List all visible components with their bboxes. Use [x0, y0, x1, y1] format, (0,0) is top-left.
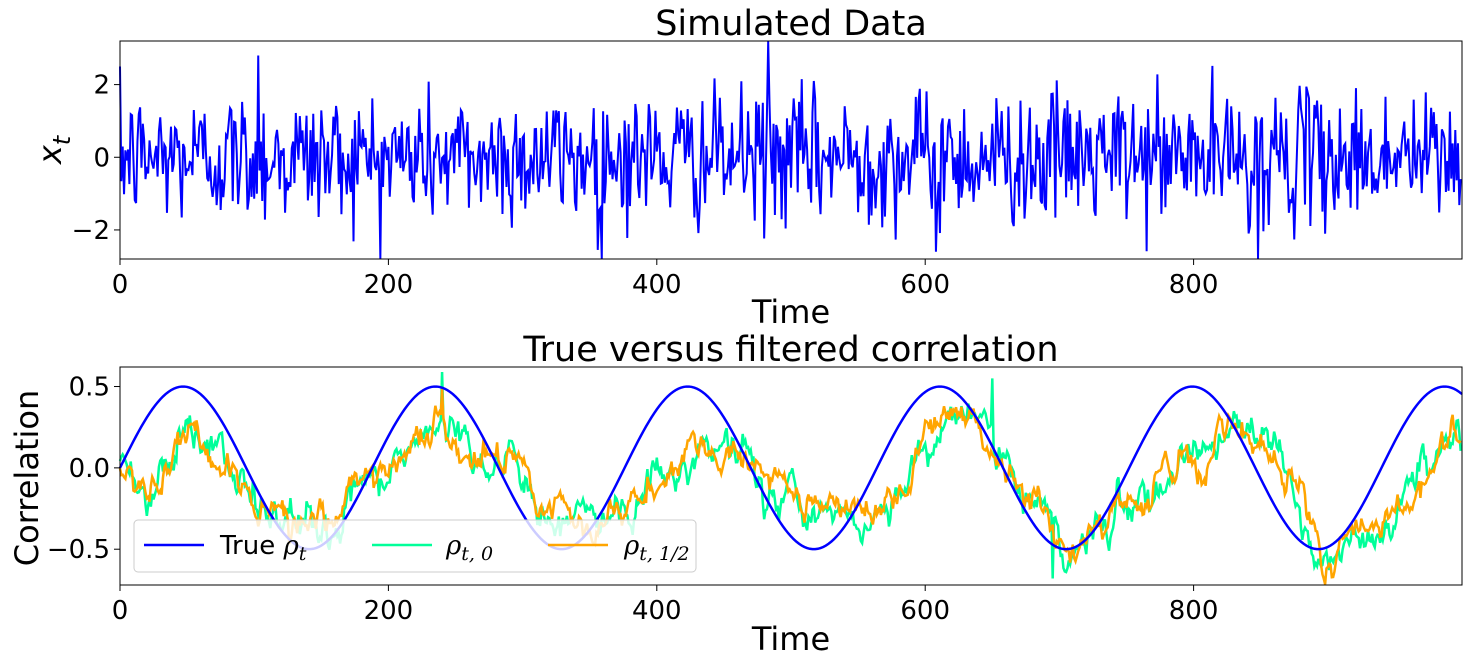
chart-1-axes-frame: [119, 40, 1463, 260]
chart-1-y-label-main: x: [31, 144, 69, 165]
chart-2-x-axis-label: Time: [751, 620, 830, 658]
legend-label-rho-t0-sub: t, 0: [461, 543, 493, 565]
chart-2-y-axis-label: Correlation: [8, 390, 46, 566]
svg-text:ρt, 0: ρt, 0: [445, 531, 493, 565]
y-tick-label: 2: [93, 71, 110, 101]
legend-label-rho-t-half-math: ρ: [623, 531, 640, 561]
chart-1-series: [119, 40, 1462, 260]
chart-1-y-axis-label: xt: [31, 134, 76, 165]
legend-label-rho-t0-math: ρ: [445, 531, 462, 561]
chart-correlation: True versus filtered correlation 0 200 400…: [8, 330, 1463, 658]
x-tick-label: 200: [364, 270, 414, 300]
legend-label-true-prefix: True: [219, 531, 284, 561]
chart-2-legend: True ρt ρt, 0 ρt, 1/2: [133, 519, 697, 573]
x-tick-label: 0: [112, 270, 129, 300]
x-tick-label: 600: [900, 596, 950, 626]
chart-2-y-ticks: −0.5 0.0 0.5: [47, 373, 120, 565]
chart-2-axes-frame: [119, 366, 1463, 586]
series-line-x-t: [119, 40, 1462, 260]
x-tick-label: 400: [632, 596, 682, 626]
chart-2-x-ticks: 0 200 400 600 800: [112, 585, 1219, 626]
chart-1-x-ticks: 0 200 400 600 800: [112, 259, 1219, 300]
svg-text:ρt, 1/2: ρt, 1/2: [623, 531, 690, 565]
chart-1-y-ticks: −2 0 2: [72, 71, 120, 246]
x-tick-label: 400: [632, 270, 682, 300]
chart-2-title: True versus filtered correlation: [522, 330, 1058, 370]
x-tick-label: 800: [1169, 270, 1219, 300]
legend-label-true-sub: t: [299, 543, 307, 565]
x-tick-label: 0: [112, 596, 129, 626]
y-tick-label: −0.5: [47, 535, 110, 565]
legend-item-true-rho: True ρt: [144, 531, 307, 565]
y-tick-label: 0: [93, 143, 110, 173]
x-tick-label: 600: [900, 270, 950, 300]
chart-1-y-label-sub: t: [48, 134, 76, 145]
legend-label-rho-t-half-sub: t, 1/2: [639, 543, 689, 565]
svg-text:True ρt: True ρt: [219, 531, 307, 565]
y-tick-label: 0.0: [69, 454, 110, 484]
y-tick-label: 0.5: [69, 373, 110, 403]
legend-label-true-math: ρ: [283, 531, 300, 561]
chart-1-title: Simulated Data: [655, 4, 927, 44]
legend-item-rho-t0: ρt, 0: [372, 531, 493, 565]
y-tick-label: −2: [72, 216, 110, 246]
x-tick-label: 800: [1169, 596, 1219, 626]
legend-item-rho-t-half: ρt, 1/2: [548, 531, 690, 565]
svg-text:xt: xt: [31, 134, 76, 165]
chart-1-x-axis-label: Time: [751, 293, 830, 331]
chart-simulated-data: Simulated Data 0 200 400 600 800 −202 Time x…: [31, 4, 1463, 331]
x-tick-label: 200: [364, 596, 414, 626]
